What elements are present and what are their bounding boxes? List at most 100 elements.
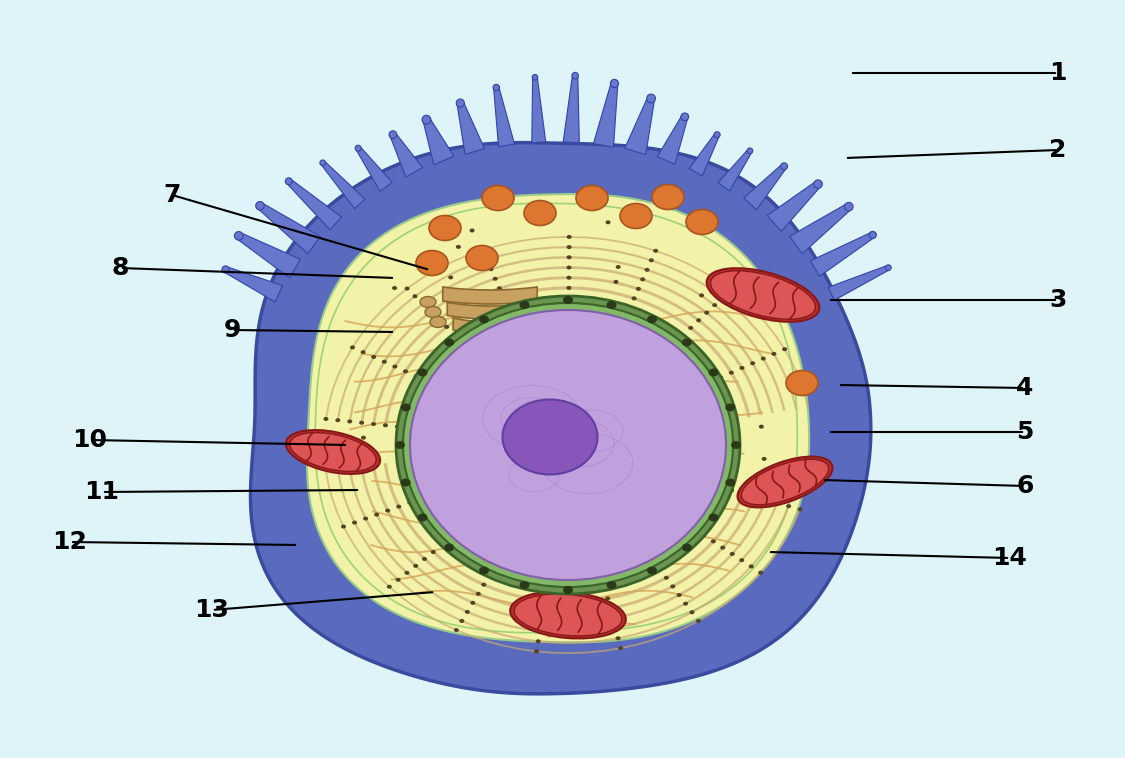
Ellipse shape [747, 148, 753, 154]
Ellipse shape [704, 311, 709, 315]
Ellipse shape [631, 296, 637, 300]
Polygon shape [224, 267, 282, 302]
Ellipse shape [536, 639, 541, 644]
Ellipse shape [762, 457, 766, 461]
Ellipse shape [395, 424, 399, 428]
Ellipse shape [387, 584, 391, 589]
Ellipse shape [786, 371, 818, 396]
Polygon shape [624, 98, 655, 155]
Ellipse shape [716, 287, 720, 292]
Ellipse shape [396, 505, 402, 509]
Ellipse shape [421, 302, 425, 306]
Ellipse shape [688, 326, 693, 330]
Ellipse shape [620, 203, 652, 228]
Ellipse shape [381, 360, 387, 364]
Ellipse shape [429, 215, 461, 240]
Ellipse shape [234, 231, 243, 240]
Ellipse shape [759, 424, 764, 429]
Ellipse shape [739, 558, 745, 562]
Polygon shape [790, 204, 850, 254]
Polygon shape [321, 161, 366, 208]
Ellipse shape [738, 456, 832, 507]
Ellipse shape [396, 578, 400, 582]
Ellipse shape [681, 334, 685, 337]
Ellipse shape [567, 235, 572, 239]
Polygon shape [594, 83, 618, 147]
Polygon shape [251, 143, 871, 694]
Ellipse shape [255, 202, 264, 210]
Polygon shape [810, 233, 874, 277]
Ellipse shape [640, 277, 646, 281]
Ellipse shape [649, 258, 654, 262]
Polygon shape [767, 181, 820, 231]
Ellipse shape [566, 296, 572, 300]
Ellipse shape [681, 113, 688, 121]
Ellipse shape [385, 509, 390, 512]
Ellipse shape [711, 271, 816, 319]
Ellipse shape [361, 350, 366, 354]
Polygon shape [357, 147, 393, 191]
Polygon shape [287, 179, 342, 230]
Ellipse shape [615, 265, 621, 269]
Ellipse shape [520, 581, 530, 589]
Polygon shape [258, 203, 321, 254]
Ellipse shape [453, 628, 459, 632]
Ellipse shape [465, 610, 470, 614]
Ellipse shape [444, 339, 454, 346]
Ellipse shape [567, 265, 572, 270]
Ellipse shape [758, 571, 763, 575]
Ellipse shape [670, 584, 675, 588]
Ellipse shape [436, 318, 441, 321]
Polygon shape [828, 265, 890, 300]
Ellipse shape [403, 369, 408, 374]
Ellipse shape [488, 267, 494, 271]
Ellipse shape [605, 597, 610, 600]
Ellipse shape [539, 619, 543, 623]
Ellipse shape [395, 441, 405, 449]
Ellipse shape [567, 255, 572, 259]
Polygon shape [564, 76, 579, 143]
Ellipse shape [431, 550, 435, 554]
Ellipse shape [752, 495, 757, 499]
Text: 2: 2 [1050, 138, 1066, 162]
Ellipse shape [410, 310, 726, 580]
Ellipse shape [524, 201, 556, 225]
Ellipse shape [444, 543, 454, 552]
Ellipse shape [603, 587, 608, 590]
Text: 3: 3 [1050, 288, 1066, 312]
Ellipse shape [813, 180, 822, 188]
Ellipse shape [487, 574, 492, 578]
Ellipse shape [422, 557, 428, 561]
Ellipse shape [452, 333, 457, 337]
Ellipse shape [400, 478, 411, 487]
Ellipse shape [696, 318, 701, 322]
Polygon shape [718, 149, 752, 191]
Ellipse shape [764, 498, 768, 502]
Ellipse shape [286, 178, 292, 185]
Ellipse shape [359, 421, 364, 424]
Ellipse shape [647, 566, 657, 575]
Text: 13: 13 [195, 598, 229, 622]
Text: 10: 10 [72, 428, 108, 452]
Ellipse shape [576, 186, 608, 211]
Ellipse shape [448, 275, 453, 280]
Ellipse shape [341, 525, 346, 528]
Ellipse shape [690, 610, 694, 614]
Text: 14: 14 [992, 546, 1027, 570]
Ellipse shape [493, 84, 500, 91]
Ellipse shape [749, 565, 754, 568]
Ellipse shape [416, 250, 448, 275]
Polygon shape [690, 133, 719, 176]
Ellipse shape [567, 276, 572, 280]
Ellipse shape [457, 99, 465, 107]
Ellipse shape [613, 280, 619, 283]
Ellipse shape [532, 317, 548, 327]
Bar [515, 324, 547, 335]
Ellipse shape [371, 355, 376, 359]
Ellipse shape [363, 516, 368, 521]
Text: 5: 5 [1016, 420, 1034, 444]
Ellipse shape [709, 368, 719, 377]
Ellipse shape [562, 586, 573, 594]
Polygon shape [466, 349, 515, 364]
Ellipse shape [750, 362, 755, 365]
